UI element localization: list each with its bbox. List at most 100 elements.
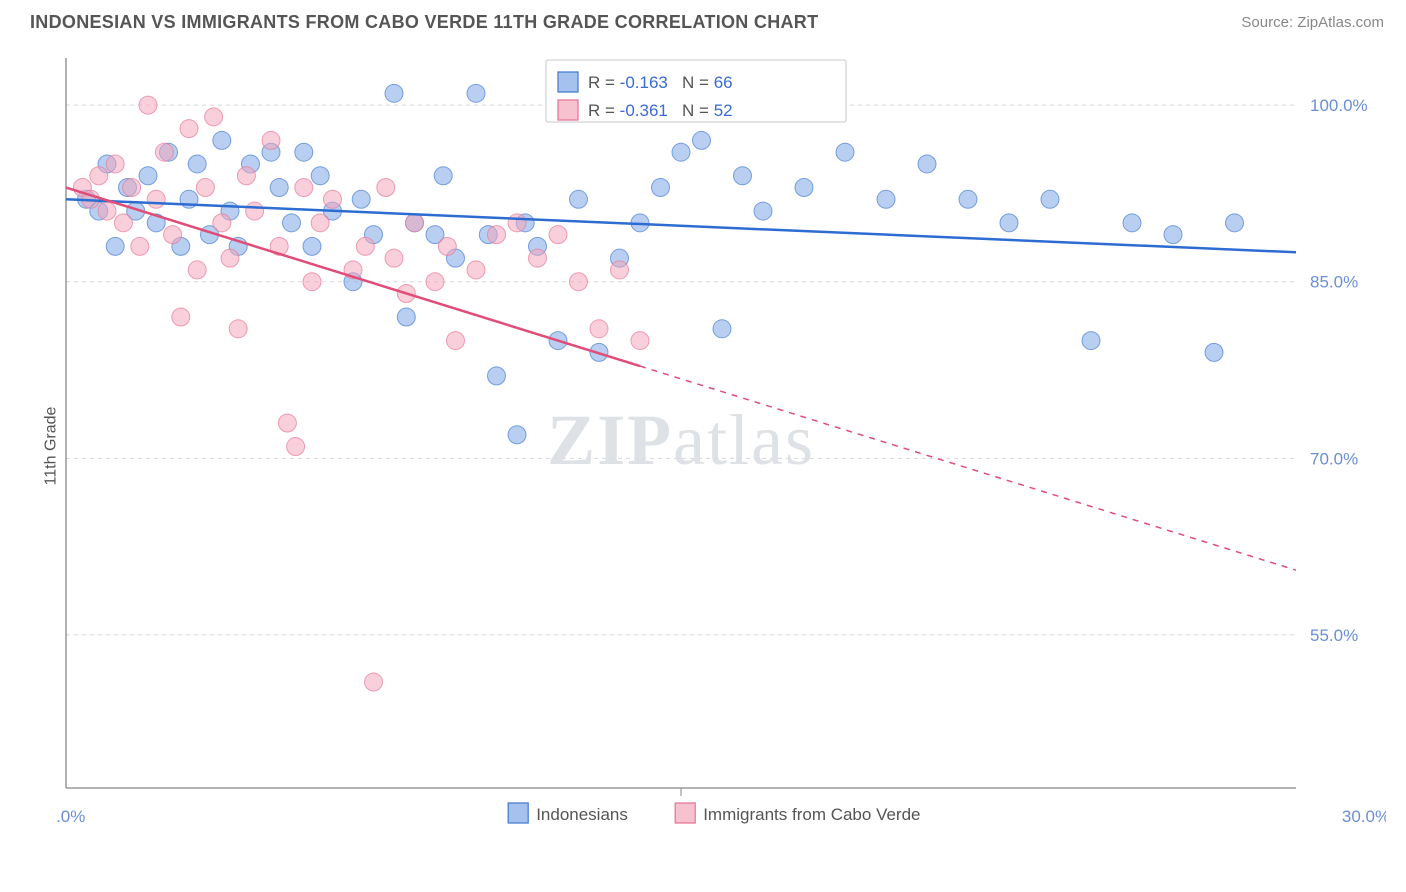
x-tick-label: 0.0%	[56, 807, 85, 826]
data-point	[570, 273, 588, 291]
data-point	[397, 308, 415, 326]
data-point	[467, 261, 485, 279]
data-point	[434, 167, 452, 185]
data-point	[303, 273, 321, 291]
data-point	[303, 237, 321, 255]
data-point	[590, 320, 608, 338]
plot-area: ZIPatlas 55.0% 70.0% 85.0% 100.0% 0.0% 30.0% R …	[56, 48, 1386, 848]
data-point	[106, 237, 124, 255]
data-point	[90, 167, 108, 185]
data-point	[488, 226, 506, 244]
source-link[interactable]: ZipAtlas.com	[1297, 14, 1384, 31]
data-point	[438, 237, 456, 255]
data-point	[106, 155, 124, 173]
data-point	[262, 131, 280, 149]
data-point	[529, 249, 547, 267]
legend-swatch	[558, 100, 578, 120]
data-point	[172, 308, 190, 326]
data-point	[295, 179, 313, 197]
data-point	[180, 120, 198, 138]
data-point	[278, 414, 296, 432]
data-point	[131, 237, 149, 255]
data-point	[508, 214, 526, 232]
legend-stat-row: R = -0.163 N = 66	[588, 73, 733, 92]
data-point	[1000, 214, 1018, 232]
data-point	[188, 261, 206, 279]
bottom-legend-swatch	[675, 803, 695, 823]
data-point	[139, 167, 157, 185]
data-point	[406, 214, 424, 232]
bottom-legend-swatch	[508, 803, 528, 823]
data-point	[1123, 214, 1141, 232]
data-point	[570, 190, 588, 208]
legend-stat-row: R = -0.361 N = 52	[588, 101, 733, 120]
data-point	[352, 190, 370, 208]
y-tick-label: 100.0%	[1310, 96, 1368, 115]
data-point	[324, 190, 342, 208]
data-point	[311, 167, 329, 185]
data-point	[155, 143, 173, 161]
data-point	[287, 438, 305, 456]
data-point	[270, 179, 288, 197]
data-point	[959, 190, 977, 208]
data-point	[508, 426, 526, 444]
data-point	[447, 332, 465, 350]
data-point	[196, 179, 214, 197]
chart-title: INDONESIAN VS IMMIGRANTS FROM CABO VERDE…	[30, 12, 818, 33]
chart-svg: ZIPatlas 55.0% 70.0% 85.0% 100.0% 0.0% 30.0% R …	[56, 48, 1386, 848]
data-point	[377, 179, 395, 197]
y-tick-label: 70.0%	[1310, 449, 1358, 468]
data-point	[734, 167, 752, 185]
data-point	[467, 84, 485, 102]
data-point	[918, 155, 936, 173]
data-point	[139, 96, 157, 114]
data-point	[221, 249, 239, 267]
data-point	[311, 214, 329, 232]
data-point	[754, 202, 772, 220]
data-point	[98, 202, 116, 220]
data-point	[114, 214, 132, 232]
data-point	[283, 214, 301, 232]
data-point	[164, 226, 182, 244]
data-point	[385, 249, 403, 267]
data-point	[611, 261, 629, 279]
data-point	[237, 167, 255, 185]
data-point	[713, 320, 731, 338]
data-point	[1164, 226, 1182, 244]
data-point	[652, 179, 670, 197]
data-point	[295, 143, 313, 161]
y-tick-label: 85.0%	[1310, 273, 1358, 292]
svg-text:ZIPatlas: ZIPatlas	[547, 400, 815, 480]
data-point	[631, 332, 649, 350]
data-point	[426, 273, 444, 291]
data-point	[205, 108, 223, 126]
data-point	[246, 202, 264, 220]
source-label: Source:	[1241, 14, 1297, 31]
bottom-legend-label: Immigrants from Cabo Verde	[703, 805, 920, 824]
data-point	[1205, 343, 1223, 361]
data-point	[365, 673, 383, 691]
data-point	[795, 179, 813, 197]
data-point	[1041, 190, 1059, 208]
legend-swatch	[558, 72, 578, 92]
data-point	[693, 131, 711, 149]
data-point	[385, 84, 403, 102]
data-point	[213, 131, 231, 149]
data-point	[836, 143, 854, 161]
data-point	[147, 190, 165, 208]
bottom-legend-label: Indonesians	[536, 805, 628, 824]
y-tick-label: 55.0%	[1310, 626, 1358, 645]
x-tick-label: 30.0%	[1342, 807, 1386, 826]
data-point	[356, 237, 374, 255]
data-point	[1082, 332, 1100, 350]
data-point	[123, 179, 141, 197]
data-point	[488, 367, 506, 385]
data-point	[549, 226, 567, 244]
header-row: INDONESIAN VS IMMIGRANTS FROM CABO VERDE…	[0, 0, 1406, 41]
data-point	[229, 320, 247, 338]
data-point	[213, 214, 231, 232]
source-attribution: Source: ZipAtlas.com	[1241, 14, 1384, 31]
data-point	[1226, 214, 1244, 232]
data-point	[188, 155, 206, 173]
data-point	[877, 190, 895, 208]
